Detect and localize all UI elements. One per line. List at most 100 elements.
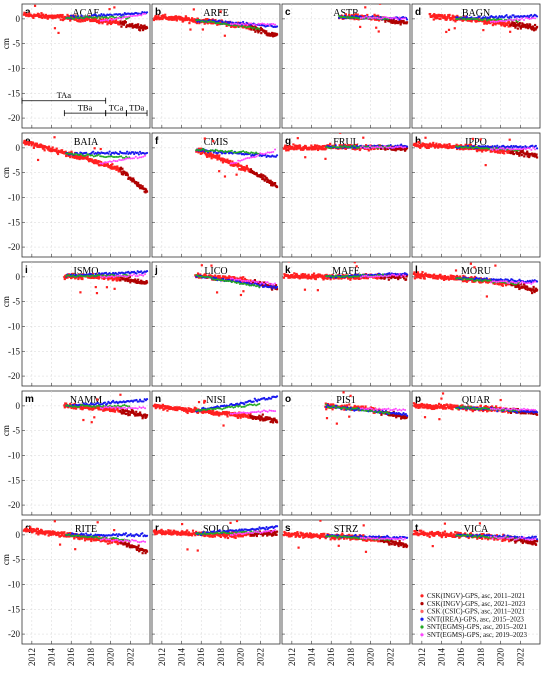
csk-ingv-point	[210, 157, 213, 160]
csk-ingv-late-point	[525, 153, 528, 156]
csk-ingv-late-point	[401, 275, 404, 278]
csk-ingv-point	[485, 21, 488, 24]
csk-ingv-point	[294, 275, 297, 279]
snt-egms-point	[92, 155, 95, 158]
csk-ingv-point	[87, 160, 91, 163]
snt-irea-point	[140, 12, 143, 15]
csk-ingv-point	[198, 22, 201, 25]
csk-ingv-point	[417, 276, 421, 279]
snt-egms-late-point	[233, 278, 236, 281]
snt-egms-point	[234, 24, 237, 27]
csk-ingv-point	[452, 275, 455, 278]
panel-letter: a	[25, 7, 31, 18]
csk-ingv-point	[81, 20, 84, 23]
snt-egms-point	[325, 145, 328, 148]
csk-ingv-late-point	[532, 25, 535, 28]
snt-egms-point	[75, 275, 78, 278]
snt-egms-late-point	[248, 279, 251, 282]
csk-ingv-point	[240, 277, 243, 280]
csk-ingv-late-point	[389, 20, 392, 23]
csk-ingv-point	[443, 14, 446, 17]
snt-egms-late-point	[118, 158, 121, 161]
snt-egms-point	[75, 15, 78, 18]
csk-ingv-late-point	[141, 185, 144, 188]
csk-ingv-point	[242, 276, 245, 279]
snt-egms-late-point	[109, 18, 111, 21]
csk-ingv-point	[56, 152, 60, 156]
csk-ingv-point	[284, 144, 287, 147]
csk-ingv-point	[286, 146, 290, 149]
snt-egms-point	[469, 18, 472, 21]
csk-ingv-point	[364, 144, 368, 147]
csk-ingv-late-point	[384, 20, 387, 23]
snt-egms-late-point	[532, 146, 535, 149]
snt-egms-point	[100, 155, 103, 158]
csk-ingv-point	[503, 25, 507, 28]
snt-egms-late-point	[116, 17, 119, 20]
snt-egms-point	[245, 26, 248, 29]
csk-ingv-point	[78, 157, 81, 161]
snt-egms-point	[328, 146, 331, 149]
csk-ingv-late-point	[122, 23, 126, 26]
snt-irea-point	[484, 144, 487, 148]
snt-egms-late-point	[370, 146, 373, 149]
snt-egms-late-point	[240, 159, 243, 162]
snt-irea-point	[131, 151, 135, 154]
csk-ingv-point	[116, 165, 119, 168]
snt-egms-late-point	[101, 276, 104, 279]
csk-ingv-point	[107, 278, 110, 281]
csk-ingv-point	[214, 274, 217, 277]
csk-ingv-point	[348, 14, 351, 17]
snt-egms-late-point	[103, 19, 106, 22]
snt-egms-point	[65, 275, 68, 278]
csk-ingv-late-point	[394, 146, 397, 149]
csk-ingv-point	[325, 147, 328, 150]
csk-ingv-point	[469, 19, 472, 22]
snt-egms-late-point	[129, 157, 132, 160]
snt-irea-point	[126, 150, 129, 153]
snt-egms-point	[96, 16, 99, 19]
csk-ingv-point	[113, 6, 116, 9]
snt-egms-point	[460, 146, 463, 149]
snt-egms-point	[227, 280, 230, 283]
csk-ingv-point	[39, 16, 43, 19]
csk-ingv-point	[214, 155, 217, 158]
csk-ingv-point	[356, 13, 359, 16]
snt-egms-point	[242, 282, 245, 285]
snt-egms-late-point	[112, 159, 115, 162]
csk-ingv-late-point	[524, 23, 527, 27]
csk-ingv-point	[429, 13, 432, 16]
csk-ingv-point	[307, 273, 310, 276]
snt-egms-late-point	[272, 283, 275, 286]
csk-ingv-point	[329, 278, 332, 281]
snt-egms-late-point	[389, 17, 392, 20]
snt-egms-late-point	[398, 16, 401, 19]
snt-egms-point	[229, 279, 232, 282]
csk-ingv-point	[494, 23, 497, 26]
csk-ingv-late-point	[514, 26, 517, 29]
csk-ingv-point	[447, 276, 450, 279]
csk-ingv-late-point	[529, 287, 532, 290]
y-tick-label: -10	[8, 192, 20, 202]
snt-egms-late-point	[109, 275, 111, 278]
csk-ingv-late-point	[253, 279, 256, 282]
csk-ingv-point	[479, 138, 482, 141]
snt-egms-point	[91, 16, 94, 19]
csk-ingv-point	[63, 404, 66, 407]
csk-ingv-point	[206, 155, 209, 158]
csk-ingv-late-point	[263, 30, 266, 33]
snt-irea-point	[270, 285, 273, 288]
csk-ingv-point	[225, 24, 228, 27]
csk-ingv-late-point	[137, 278, 140, 281]
snt-irea-point	[122, 13, 125, 16]
snt-egms-late-point	[114, 275, 117, 278]
csk-ingv-point	[310, 144, 313, 147]
panel-frame	[21, 132, 151, 258]
snt-egms-late-point	[391, 273, 394, 276]
csk-ingv-late-point	[516, 27, 519, 30]
snt-egms-point	[335, 146, 338, 149]
csk-ingv-point	[54, 148, 57, 152]
snt-egms-point	[71, 274, 74, 277]
snt-egms-late-point	[515, 282, 518, 285]
